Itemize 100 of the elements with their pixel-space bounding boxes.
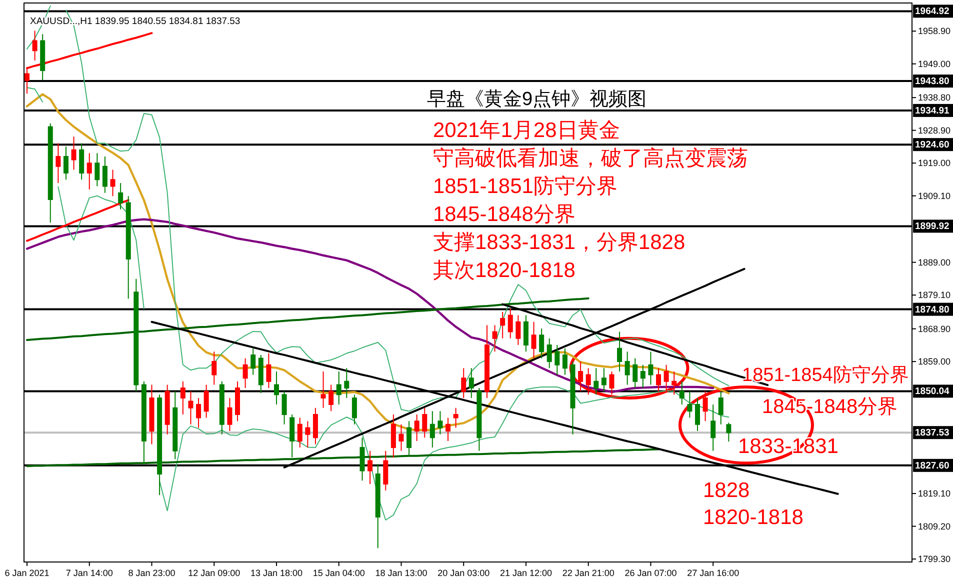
y-tick-label: 1928.90 — [918, 125, 951, 136]
x-tick-label: 15 Jan 04:00 — [312, 568, 365, 578]
candlestick — [297, 417, 302, 448]
candlestick — [398, 424, 404, 452]
candlestick — [664, 364, 669, 392]
ref-line-label: 1943.80 — [915, 76, 950, 88]
candlestick — [648, 351, 654, 386]
annotation: 其次1820-1818 — [433, 259, 576, 282]
x-tick-label: 8 Jan 23:00 — [128, 568, 176, 578]
x-tick-label: 27 Jan 16:00 — [687, 568, 740, 578]
candlestick — [188, 390, 194, 425]
candlestick — [328, 384, 334, 412]
candlestick — [219, 380, 224, 435]
ref-line-label: 1899.92 — [915, 221, 950, 232]
candlestick — [656, 368, 662, 392]
x-tick-label: 6 Jan 2021 — [4, 568, 50, 578]
candlestick — [422, 407, 428, 438]
candlestick — [71, 136, 76, 170]
candlestick — [134, 278, 139, 392]
ref-line-label: 1827.60 — [915, 460, 950, 472]
candlestick — [141, 380, 146, 465]
candlestick — [570, 361, 576, 435]
y-tick-label: 1868.90 — [918, 324, 951, 334]
candlestick — [274, 370, 279, 406]
x-tick-label: 13 Jan 18:00 — [250, 568, 303, 578]
candlestick — [562, 348, 568, 376]
candlestick — [546, 338, 552, 369]
candlestick — [523, 314, 528, 352]
x-tick-label: 26 Jan 07:00 — [624, 568, 677, 578]
y-tick-label: 1909.10 — [918, 190, 951, 201]
annotation: 2021年1月28日黄金 — [433, 119, 620, 142]
y-tick-label: 1949.00 — [918, 58, 951, 69]
annotation: 1845-1848分界 — [433, 203, 576, 226]
y-tick-label: 1819.10 — [918, 488, 951, 499]
candlestick — [126, 196, 131, 300]
candlestick — [594, 368, 599, 396]
ref-line-label: 1964.92 — [915, 6, 950, 18]
annotation: 1820-1818 — [703, 506, 804, 529]
candlestick — [305, 420, 310, 448]
x-tick-label: 12 Jan 09:00 — [188, 568, 240, 578]
candlestick — [554, 344, 560, 376]
candlestick — [227, 397, 232, 432]
candlestick — [79, 142, 84, 180]
candlestick — [484, 324, 490, 398]
candlestick — [344, 368, 350, 398]
x-tick-label: 20 Jan 03:00 — [438, 568, 490, 578]
candlestick — [360, 437, 365, 482]
candlestick — [368, 450, 373, 484]
candlestick — [352, 394, 357, 425]
text: 早盘《黄金9点钟》视频图 — [427, 89, 647, 110]
candlestick — [492, 324, 498, 352]
candlestick — [157, 394, 162, 496]
candlestick — [710, 404, 716, 452]
candlestick — [679, 380, 684, 406]
line-series — [26, 199, 130, 242]
candlestick — [94, 152, 100, 187]
candlestick — [180, 380, 186, 415]
candlestick — [56, 142, 61, 184]
candlestick — [86, 152, 92, 190]
x-tick-label: 7 Jan 14:00 — [66, 568, 113, 578]
candlestick — [110, 169, 116, 197]
candlestick — [258, 354, 264, 394]
candlestick — [48, 122, 53, 224]
annotation: 1851-1851防守分界 — [433, 175, 618, 198]
candlestick — [430, 410, 435, 448]
candlestick — [266, 352, 272, 389]
candlestick — [212, 351, 217, 386]
candlestick — [172, 390, 178, 460]
candlestick — [586, 368, 591, 396]
y-tick-label: 1958.90 — [918, 26, 951, 36]
y-tick-label: 1879.10 — [918, 290, 951, 300]
ref-line-label: 1924.60 — [915, 140, 950, 151]
annotation: 1828 — [703, 479, 750, 502]
y-tick-label: 1859.00 — [918, 356, 951, 367]
candlestick — [578, 361, 584, 392]
candlestick — [390, 414, 396, 458]
candlestick — [282, 390, 287, 425]
y-tick-label: 1809.20 — [918, 521, 951, 532]
candlestick — [242, 358, 248, 389]
candlestick — [196, 397, 202, 428]
candlestick — [726, 422, 732, 442]
candlestick — [204, 384, 209, 418]
candlestick — [438, 410, 443, 435]
candlestick — [149, 384, 154, 445]
y-tick-label: 1938.80 — [918, 92, 951, 103]
candlestick — [687, 390, 692, 418]
candlestick — [118, 182, 124, 210]
x-tick-label: 22 Jan 21:00 — [562, 568, 614, 578]
candlestick — [32, 30, 38, 62]
line-series — [26, 448, 660, 468]
candlestick — [609, 370, 614, 396]
line-series — [26, 297, 590, 342]
ref-line-label: 1934.91 — [915, 105, 950, 116]
ref-line-label: 1874.80 — [915, 304, 950, 316]
candlestick — [290, 414, 295, 458]
candlestick — [516, 314, 521, 346]
candlestick — [718, 390, 724, 425]
candlestick — [476, 388, 482, 452]
candlestick — [702, 390, 708, 422]
candlestick — [624, 351, 630, 386]
